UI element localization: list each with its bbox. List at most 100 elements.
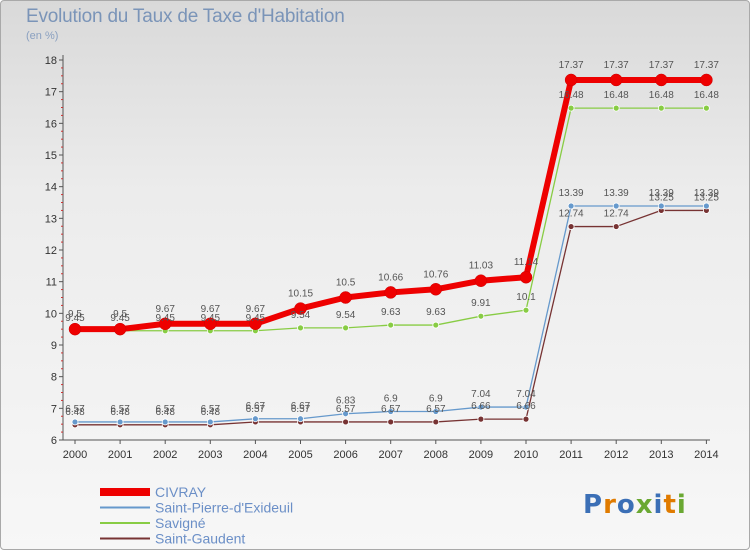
legend-label: Saint-Gaudent [155, 531, 245, 547]
y-tick-label: 9 [51, 340, 57, 352]
data-label: 12.74 [604, 209, 629, 220]
data-label: 9.67 [246, 304, 266, 315]
data-point [519, 270, 533, 284]
y-tick-label: 13 [45, 213, 57, 225]
legend-label: CIVRAY [155, 484, 207, 500]
data-point [703, 202, 710, 210]
data-label: 10.15 [288, 289, 313, 300]
data-point [522, 403, 530, 411]
data-label: 11.14 [514, 257, 539, 268]
data-label: 13.25 [694, 192, 719, 203]
data-label: 16.48 [694, 90, 719, 101]
logo-letter: x [635, 490, 654, 520]
data-point [432, 321, 440, 329]
data-point [71, 418, 79, 426]
data-label: 9.91 [471, 298, 491, 309]
data-label: 9.45 [201, 313, 221, 324]
y-tick-label: 15 [45, 150, 57, 162]
data-label: 9.45 [110, 313, 130, 324]
data-point [522, 415, 530, 423]
data-label: 6.57 [246, 404, 266, 415]
logo-letter: r [603, 490, 617, 520]
data-point [609, 73, 623, 87]
data-label: 7.04 [516, 389, 536, 400]
data-label: 13.39 [559, 188, 584, 199]
y-tick-label: 8 [51, 372, 57, 384]
y-tick-label: 6 [51, 435, 57, 447]
data-label: 13.39 [694, 188, 719, 199]
data-point [612, 202, 620, 210]
data-label: 6.57 [155, 404, 175, 415]
x-tick-label: 2003 [198, 449, 222, 461]
data-point [113, 322, 127, 336]
data-label: 6.48 [155, 407, 175, 418]
data-point [68, 322, 82, 336]
data-point [297, 415, 304, 423]
data-label: 10.5 [336, 278, 356, 289]
data-label: 6.57 [291, 404, 311, 415]
logo-letter: P [583, 490, 604, 520]
x-tick-label: 2012 [604, 449, 628, 461]
data-label: 9.67 [201, 304, 221, 315]
x-tick-label: 2009 [469, 449, 493, 461]
data-label: 9.45 [155, 313, 175, 324]
data-label: 6.57 [336, 404, 356, 415]
data-label: 16.48 [649, 90, 674, 101]
data-point [339, 291, 352, 304]
data-point [429, 283, 443, 296]
x-tick-label: 2001 [108, 449, 132, 461]
data-label: 6.67 [291, 401, 311, 412]
data-label: 9.67 [155, 304, 175, 315]
data-label: 9.5 [68, 309, 82, 320]
data-point [161, 418, 169, 426]
data-label: 17.37 [649, 60, 674, 71]
data-point [387, 418, 395, 426]
data-label: 13.25 [649, 192, 674, 203]
data-point [474, 274, 488, 287]
data-label: 10.66 [378, 272, 403, 283]
data-point [206, 418, 214, 426]
data-point [567, 223, 575, 230]
data-point [249, 317, 262, 331]
x-tick-label: 2014 [694, 449, 718, 461]
data-label: 17.37 [559, 60, 584, 71]
data-label: 7.04 [471, 389, 491, 400]
y-tick-label: 18 [45, 55, 57, 67]
series-0 [68, 73, 713, 336]
legend: CIVRAYSaint-Pierre-d'ExideuilSavignéSain… [100, 484, 293, 547]
logo-letter: i [676, 490, 687, 520]
x-tick-label: 2008 [424, 449, 448, 461]
data-point [567, 202, 575, 210]
legend-label: Savigné [155, 515, 206, 531]
data-label: 10.76 [423, 269, 448, 280]
data-point [522, 306, 530, 314]
data-label: 9.63 [381, 307, 401, 318]
data-point [116, 418, 124, 426]
logo-letter: t [663, 490, 677, 520]
chart-subtitle: (en %) [26, 30, 59, 42]
data-label: 6.66 [516, 401, 536, 412]
data-point [294, 302, 307, 315]
data-label: 17.37 [694, 60, 719, 71]
data-point [342, 410, 350, 418]
data-label: 6.57 [65, 404, 85, 415]
x-tick-label: 2010 [514, 449, 538, 461]
data-label: 9.63 [426, 307, 446, 318]
data-point [342, 324, 350, 332]
data-label: 10.1 [516, 292, 536, 303]
y-tick-label: 14 [45, 182, 57, 194]
y-tick-label: 7 [51, 403, 57, 415]
data-label: 6.48 [110, 407, 130, 418]
data-label: 16.48 [559, 90, 584, 101]
data-label: 6.9 [384, 394, 398, 405]
x-tick-label: 2007 [378, 449, 402, 461]
data-point [657, 104, 665, 112]
data-label: 13.39 [649, 188, 674, 199]
data-point [700, 73, 713, 87]
y-tick-label: 12 [45, 245, 57, 257]
data-point [477, 312, 485, 320]
data-label: 9.45 [65, 313, 85, 324]
data-label: 6.66 [471, 401, 491, 412]
